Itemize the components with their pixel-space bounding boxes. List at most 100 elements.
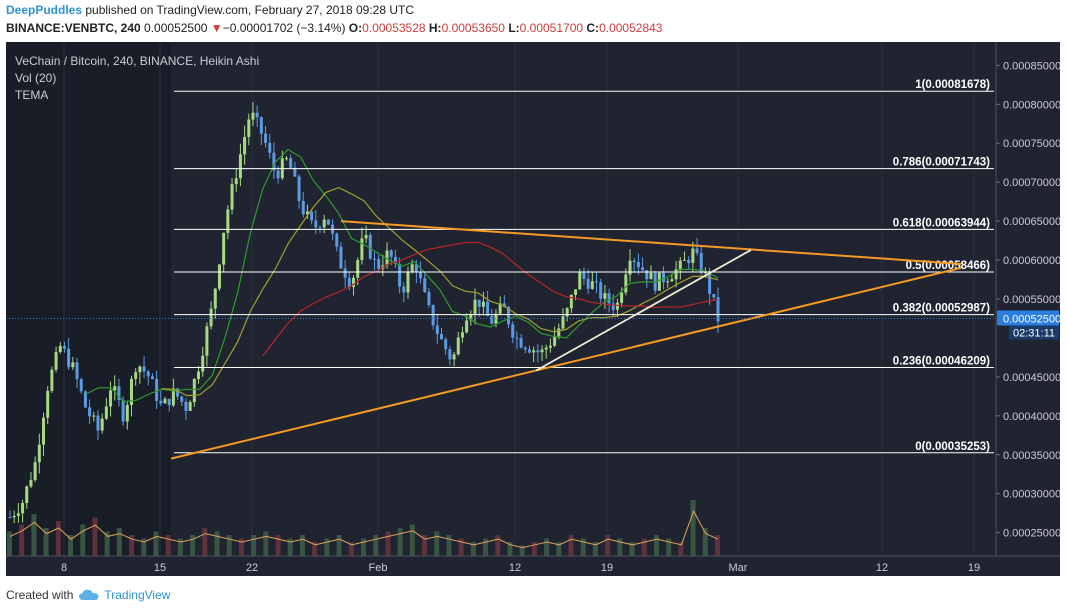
volume-bar-34 (422, 535, 428, 556)
candle-body-34 (150, 376, 154, 380)
candle-body-130 (553, 336, 557, 346)
volume-bar-57 (702, 528, 708, 556)
fib-label-0: 1(0.00081678) (915, 79, 990, 91)
candle-body-56 (243, 136, 247, 155)
candle-body-125 (532, 350, 536, 353)
candle-body-142 (603, 293, 607, 299)
candle-body-147 (624, 274, 628, 293)
volume-bar-29 (361, 538, 366, 556)
candle-body-15 (71, 362, 75, 368)
candle-body-83 (356, 260, 360, 278)
author-name[interactable]: DeepPuddles (6, 3, 83, 17)
chart-svg[interactable]: 0.00085000 0.00080000 0.00075000 0.00070000… (6, 42, 1060, 576)
y-tick-label-11: 0.00025000 (1003, 528, 1060, 540)
chart-area[interactable]: 0.00085000 0.00080000 0.00075000 0.00070000… (6, 42, 1060, 576)
upper-trendline (340, 220, 962, 265)
x-tick-label-5: 19 (601, 562, 613, 574)
candle-body-78 (335, 233, 339, 247)
volume-bar-39 (483, 538, 489, 556)
candle-body-156 (662, 272, 666, 283)
candle-body-43 (188, 402, 192, 411)
volume-bar-33 (409, 524, 415, 556)
candle-body-91 (389, 250, 393, 257)
volume-bar-27 (336, 535, 342, 556)
volume-bar-44 (544, 538, 550, 556)
volume-bar-22 (275, 535, 281, 556)
candle-body-8 (42, 417, 46, 445)
candle-body-135 (574, 289, 578, 295)
countdown-tag (1009, 325, 1059, 340)
candle-body-25 (113, 386, 117, 391)
candle-body-155 (657, 272, 661, 291)
tradingview-label[interactable]: TradingView (104, 588, 171, 602)
candle-body-69 (297, 176, 301, 201)
volume-bar-20 (251, 535, 257, 556)
candle-body-72 (310, 211, 314, 221)
price-axis (996, 42, 1060, 576)
candle-body-10 (50, 369, 54, 391)
fib-label-5: 0.236(0.00046209) (893, 355, 990, 367)
candle-body-124 (527, 349, 531, 353)
candle-body-131 (557, 328, 561, 337)
countdown-label: 02:31:11 (1013, 327, 1055, 339)
candle-body-133 (565, 308, 569, 317)
x-tick-label-4: 12 (509, 562, 521, 574)
volume-bar-31 (385, 531, 391, 556)
x-tick-label-8: 19 (968, 562, 980, 574)
volume-bar-6 (80, 524, 86, 556)
candle-body-31 (138, 366, 142, 373)
volume-bar-51 (629, 542, 635, 556)
candle-body-32 (142, 366, 146, 372)
last-price-tag (997, 310, 1059, 326)
candle-body-60 (259, 117, 263, 134)
candle-body-157 (666, 281, 670, 283)
high-label: H: (428, 21, 442, 35)
candle-body-14 (67, 348, 71, 368)
candle-body-158 (670, 279, 674, 282)
legend-volume[interactable]: Vol (20) (15, 71, 57, 85)
candle-body-61 (264, 133, 268, 143)
volume-bar-19 (238, 538, 244, 556)
candle-body-150 (636, 262, 640, 268)
volume-bar-2 (31, 514, 37, 556)
y-tick-label-1: 0.00080000 (1003, 99, 1060, 111)
candle-body-146 (620, 292, 624, 303)
candle-body-88 (377, 259, 381, 269)
y-tick-label-8: 0.00040000 (1003, 411, 1060, 423)
candle-body-93 (398, 263, 402, 287)
candle-body-54 (234, 178, 238, 185)
candle-body-161 (682, 259, 686, 261)
candle-body-19 (88, 407, 92, 417)
candle-body-5 (29, 480, 33, 487)
volume-bar-40 (495, 535, 501, 556)
volume-bar-9 (116, 528, 122, 556)
candle-body-62 (268, 142, 272, 153)
candle-body-41 (180, 396, 184, 402)
volume-bar-10 (129, 535, 135, 556)
ema-slow-line (262, 241, 719, 357)
candle-body-144 (611, 303, 615, 310)
candle-body-148 (628, 260, 632, 275)
candle-body-86 (368, 234, 372, 259)
volume-bar-43 (531, 542, 537, 556)
legend-tema[interactable]: TEMA (15, 88, 49, 102)
x-tick-label-0: 8 (61, 562, 67, 574)
tradingview-link[interactable]: TradingView (79, 588, 170, 602)
candle-body-98 (419, 272, 423, 279)
candle-body-79 (339, 246, 343, 269)
candle-body-169 (716, 297, 720, 322)
candle-body-123 (523, 347, 527, 350)
legend-title[interactable]: VeChain / Bitcoin, 240, BINANCE, Heikin … (15, 54, 260, 68)
candle-body-7 (37, 444, 41, 463)
footer: Created with TradingView (6, 585, 170, 605)
candle-body-16 (75, 362, 79, 380)
candle-body-163 (691, 248, 695, 264)
volume-bar-30 (373, 535, 379, 556)
candle-body-167 (708, 271, 712, 294)
candle-body-168 (712, 293, 716, 298)
candle-body-44 (192, 379, 196, 403)
volume-bar-17 (214, 531, 220, 556)
y-tick-label-4: 0.00065000 (1003, 216, 1060, 228)
candle-body-134 (569, 294, 573, 309)
low-value: 0.00051700 (519, 21, 584, 35)
